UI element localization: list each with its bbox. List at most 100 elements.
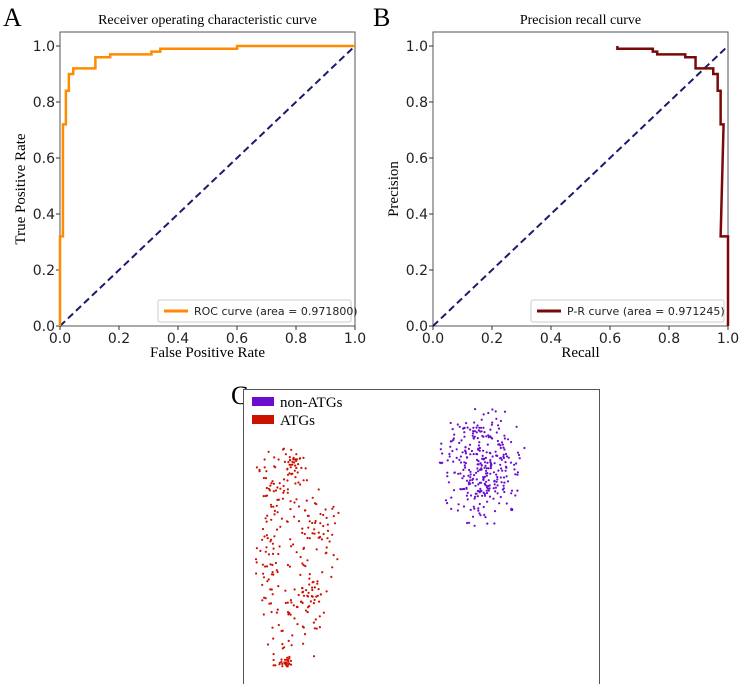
scatter-point-atg <box>263 466 266 469</box>
scatter-point-atg <box>288 662 291 665</box>
scatter-point-atg <box>279 487 282 490</box>
scatter-point-non-atg <box>467 447 470 450</box>
scatter-point-atg <box>278 663 281 666</box>
scatter-point-non-atg <box>485 469 488 472</box>
scatter-point-atg <box>303 633 307 636</box>
scatter-point-atg <box>289 599 292 602</box>
scatter-point-atg <box>307 526 310 529</box>
scatter-point-non-atg <box>477 448 480 451</box>
scatter-point-atg <box>294 476 297 479</box>
scatter-point-non-atg <box>472 426 475 429</box>
scatter-point-atg <box>262 613 265 616</box>
scatter-point-atg <box>322 524 325 528</box>
y-axis-label: Precision <box>386 161 402 217</box>
scatter-point-atg <box>275 611 278 614</box>
scatter-point-non-atg <box>498 502 501 505</box>
scatter-point-atg <box>269 588 272 591</box>
scatter-point-non-atg <box>489 458 492 462</box>
scatter-point-atg <box>311 588 314 592</box>
panel-a: Receiver operating characteristic curve F… <box>13 13 366 361</box>
scatter-point-non-atg <box>472 430 475 433</box>
scatter-point-non-atg <box>458 441 461 444</box>
scatter-point-non-atg <box>502 484 505 487</box>
scatter-point-atg <box>294 482 297 485</box>
scatter-point-atg <box>306 559 309 562</box>
scatter-point-non-atg <box>469 482 472 485</box>
scatter-point-non-atg <box>468 468 471 472</box>
scatter-point-non-atg <box>490 463 493 466</box>
scatter-point-non-atg <box>518 457 521 460</box>
scatter-point-non-atg <box>457 503 460 506</box>
scatter-point-atg <box>266 537 269 540</box>
scatter-point-atg <box>290 663 293 666</box>
scatter-point-non-atg <box>501 488 504 491</box>
scatter-point-atg <box>298 457 301 460</box>
scatter-point-non-atg <box>458 425 461 428</box>
scatter-point-atg <box>295 459 298 462</box>
scatter-point-non-atg <box>464 452 467 455</box>
scatter-point-non-atg <box>476 453 479 456</box>
y-tick-label: 1.0 <box>33 39 55 55</box>
scatter-point-atg <box>311 595 314 598</box>
scatter-point-atg <box>304 467 307 470</box>
scatter-point-non-atg <box>471 515 475 518</box>
scatter-point-non-atg <box>475 458 479 461</box>
scatter-point-atg <box>301 527 304 530</box>
scatter-point-atg <box>281 665 284 668</box>
scatter-point-atg <box>271 552 275 556</box>
scatter-point-non-atg <box>504 452 508 456</box>
scatter-point-non-atg <box>450 507 453 510</box>
scatter-point-atg <box>331 566 334 569</box>
scatter-point-atg <box>291 472 294 475</box>
scatter-point-atg <box>308 583 311 586</box>
scatter-point-atg <box>286 491 289 494</box>
scatter-point-atg <box>317 531 320 534</box>
scatter-point-atg <box>276 511 279 514</box>
scatter-point-atg <box>283 658 287 661</box>
scatter-point-atg <box>290 448 293 451</box>
scatter-point-atg <box>287 639 290 643</box>
scatter-point-atg <box>303 509 306 512</box>
scatter-point-non-atg <box>483 466 486 469</box>
scatter-point-non-atg <box>488 495 492 498</box>
curve-line <box>58 44 355 326</box>
scatter-point-atg <box>312 621 315 624</box>
scatter-point-non-atg <box>459 472 462 475</box>
scatter-point-non-atg <box>465 456 469 459</box>
y-tick-label: 0.8 <box>33 95 55 111</box>
scatter-point-atg <box>333 522 337 525</box>
scatter-point-atg <box>289 613 292 616</box>
scatter-point-non-atg <box>490 423 493 426</box>
scatter-point-non-atg <box>505 466 508 469</box>
scatter-point-atg <box>326 537 329 540</box>
scatter-point-non-atg <box>482 478 485 482</box>
scatter-point-non-atg <box>477 470 480 473</box>
scatter-point-atg <box>292 604 295 607</box>
scatter-point-non-atg <box>516 451 520 454</box>
scatter-point-non-atg <box>468 521 471 524</box>
scatter-point-non-atg <box>466 498 469 501</box>
scatter-point-non-atg <box>482 505 485 509</box>
scatter-point-non-atg <box>499 419 502 423</box>
scatter-point-atg <box>311 521 314 525</box>
scatter-point-atg <box>281 647 284 650</box>
scatter-point-atg <box>272 490 275 493</box>
scatter-point-non-atg <box>473 497 476 500</box>
scatter-point-non-atg <box>484 472 488 475</box>
legend-label: non-ATGs <box>280 395 343 411</box>
scatter-point-atg <box>269 540 272 543</box>
scatter-point-non-atg <box>483 475 486 478</box>
scatter-point-non-atg <box>479 430 482 433</box>
scatter-point-non-atg <box>468 443 472 446</box>
scatter-point-atg <box>284 601 287 605</box>
scatter-point-atg <box>306 595 310 598</box>
scatter-point-atg <box>307 591 310 594</box>
scatter-point-non-atg <box>471 478 474 481</box>
scatter-point-atg <box>265 534 268 537</box>
scatter-point-atg <box>264 477 268 480</box>
x-tick-label: 0.0 <box>49 331 71 347</box>
scatter-point-atg <box>311 586 314 589</box>
scatter-point-non-atg <box>482 426 485 429</box>
scatter-point-non-atg <box>503 437 506 440</box>
scatter-point-non-atg <box>479 514 482 517</box>
